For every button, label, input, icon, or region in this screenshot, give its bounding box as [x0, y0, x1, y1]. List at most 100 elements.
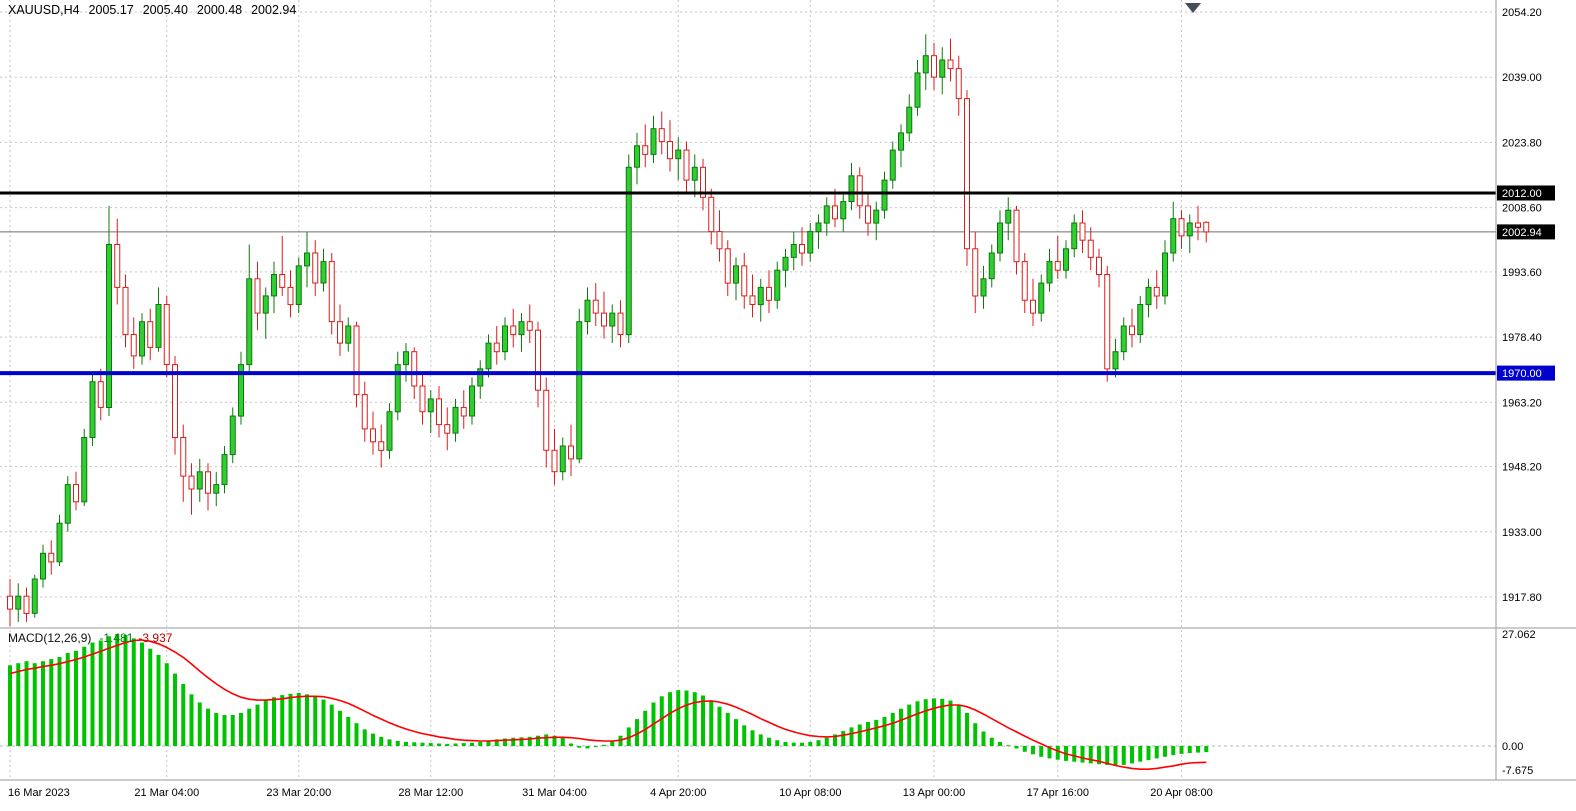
macd-histogram-bar: [362, 729, 367, 746]
macd-histogram-bar: [824, 737, 829, 746]
chart-shift-marker-icon[interactable]: [1185, 3, 1201, 13]
candle-body: [559, 445, 566, 473]
macd-histogram-bar: [1080, 746, 1085, 763]
candle-body: [40, 552, 46, 580]
candle-body: [262, 295, 269, 314]
macd-histogram-bar: [841, 731, 846, 746]
candle-body: [469, 385, 475, 417]
macd-histogram-bar: [206, 708, 210, 746]
candle-body: [485, 342, 492, 370]
candle-body: [81, 437, 88, 503]
macd-histogram-bar: [503, 738, 507, 746]
macd-histogram-bar: [552, 735, 557, 746]
macd-histogram-bar: [750, 730, 755, 746]
candle-body: [411, 351, 418, 387]
macd-histogram-bar: [379, 736, 384, 746]
candle-body: [378, 441, 385, 451]
macd-histogram-bar: [1022, 746, 1027, 752]
time-tick-label: 31 Mar 04:00: [522, 787, 587, 799]
candle-body: [889, 149, 896, 181]
macd-histogram-bar: [577, 746, 582, 748]
time-tick-label: 13 Apr 00:00: [903, 787, 965, 799]
macd-name-label: MACD(12,26,9): [8, 631, 92, 645]
candle-body: [147, 321, 154, 348]
candle-body: [361, 394, 368, 430]
macd-histogram-bar: [1179, 746, 1184, 754]
candle-body: [64, 484, 71, 524]
macd-histogram-bar: [923, 699, 928, 746]
macd-histogram-bar: [404, 741, 408, 746]
candle-body: [23, 595, 30, 614]
symbol-ohlc-line: XAUUSD,H4 2005.17 2005.40 2000.48 2002.94: [8, 3, 305, 17]
candle-body: [229, 415, 236, 456]
macd-histogram-bar: [767, 737, 771, 746]
macd-histogram-bar: [1088, 746, 1093, 764]
macd-histogram-bar: [775, 740, 780, 746]
macd-histogram-bar: [1154, 746, 1159, 759]
price-badge: [1497, 365, 1555, 381]
macd-histogram-bar: [956, 704, 961, 746]
candle-body: [807, 231, 814, 254]
macd-histogram-bar: [973, 723, 978, 746]
macd-histogram-bar: [107, 636, 111, 746]
macd-histogram-bar: [346, 717, 351, 746]
candle-body: [823, 205, 830, 224]
candle-body: [1195, 222, 1201, 228]
macd-histogram-bar: [1072, 746, 1077, 762]
time-tick-label: 20 Apr 08:00: [1150, 787, 1212, 799]
macd-histogram-bar: [16, 663, 21, 746]
ohlc-open-value: 2005.17: [88, 3, 134, 17]
macd-histogram-bar: [643, 710, 648, 746]
candle-body: [955, 68, 962, 100]
macd-histogram-bar: [899, 708, 903, 746]
candle-body: [980, 278, 987, 297]
macd-histogram-bar: [470, 742, 474, 746]
macd-histogram-bar: [494, 739, 499, 746]
candle-body: [1162, 252, 1168, 297]
candle-body: [419, 385, 426, 413]
time-tick-label: 21 Mar 04:00: [134, 787, 199, 799]
candle-body: [609, 312, 616, 327]
price-scale-drag-area[interactable]: [1496, 0, 1576, 780]
macd-signal-line: [9, 639, 1207, 771]
candle-body: [700, 166, 706, 198]
price-tick-label: 1978.40: [1502, 332, 1542, 344]
macd-histogram-bar: [173, 673, 177, 746]
macd-histogram-bar: [758, 734, 763, 746]
macd-histogram-bar: [1097, 746, 1101, 765]
candle-body: [782, 256, 789, 271]
macd-histogram-bar: [197, 702, 202, 746]
candle-body: [394, 364, 401, 413]
macd-histogram-bar: [1171, 746, 1176, 756]
time-tick-label: 17 Apr 16:00: [1027, 787, 1089, 799]
candle-body: [1063, 248, 1069, 271]
macd-histogram-bar: [156, 654, 161, 746]
candle-body: [997, 222, 1003, 254]
candle-body: [163, 304, 170, 365]
price-tick-label: 2039.00: [1502, 72, 1542, 84]
candle-body: [724, 248, 731, 284]
candle-body: [139, 321, 145, 357]
candle-body: [733, 265, 739, 284]
candle-body: [287, 286, 294, 306]
macd-histogram-bar: [181, 683, 186, 746]
macd-histogram-bar: [626, 727, 631, 746]
candle-body: [1120, 325, 1127, 353]
candle-body: [543, 389, 550, 451]
time-tick-label: 16 Mar 2023: [8, 787, 70, 799]
candle-body: [15, 595, 22, 610]
price-tick-label: 1963.20: [1502, 397, 1542, 409]
candle-body: [592, 299, 599, 314]
macd-histogram-bar: [222, 715, 227, 746]
candle-body: [535, 329, 541, 391]
candle-body: [172, 364, 178, 439]
macd-histogram-bar: [932, 698, 936, 746]
candle-body: [312, 252, 319, 284]
macd-tick-label: 27.062: [1502, 629, 1536, 641]
candle-body: [906, 106, 913, 134]
macd-histogram-bar: [1014, 746, 1019, 749]
price-tick-label: 2008.60: [1502, 203, 1542, 215]
candle-body: [518, 321, 525, 336]
macd-histogram-bar: [717, 706, 722, 746]
